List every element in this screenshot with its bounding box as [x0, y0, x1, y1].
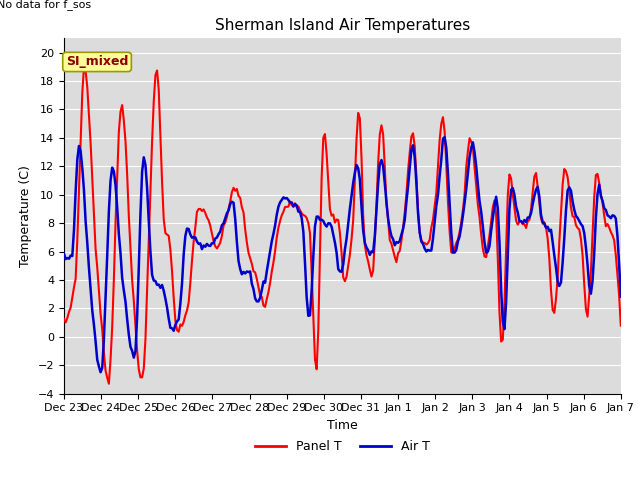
Y-axis label: Temperature (C): Temperature (C) [19, 165, 32, 267]
X-axis label: Time: Time [327, 419, 358, 432]
Text: SI_mixed: SI_mixed [66, 56, 128, 69]
Legend: Panel T, Air T: Panel T, Air T [250, 435, 435, 458]
Text: No data for f_sos: No data for f_sos [0, 0, 92, 10]
Title: Sherman Island Air Temperatures: Sherman Island Air Temperatures [215, 18, 470, 33]
